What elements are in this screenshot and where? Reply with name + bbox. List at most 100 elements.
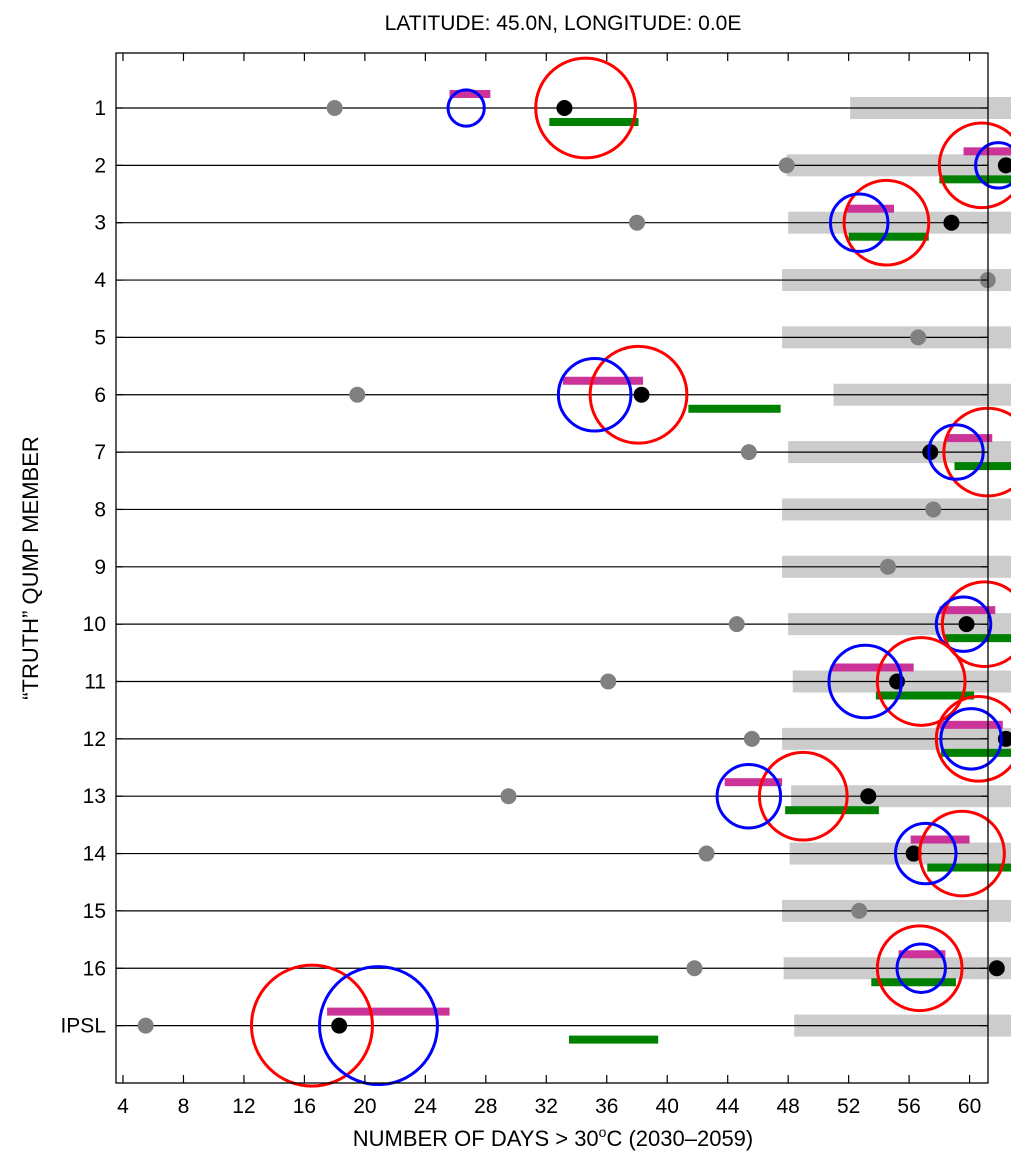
blue-circle bbox=[556, 356, 633, 433]
member-row-6 bbox=[116, 344, 1011, 445]
y-tick-label: 5 bbox=[94, 326, 106, 349]
y-tick-label: 2 bbox=[94, 154, 106, 177]
x-tick-label: 24 bbox=[414, 1095, 438, 1118]
x-axis-label-superscript: o bbox=[599, 1124, 607, 1140]
gray-dot bbox=[728, 616, 745, 633]
x-tick-label: 36 bbox=[595, 1095, 618, 1118]
x-tick-label: 16 bbox=[293, 1095, 316, 1118]
blue-circle bbox=[828, 192, 890, 253]
magenta-bar bbox=[449, 90, 491, 98]
member-row-11 bbox=[116, 636, 1011, 727]
green-bar bbox=[945, 634, 1011, 643]
blue-circle bbox=[827, 643, 904, 720]
black-dot bbox=[997, 157, 1011, 174]
black-dot bbox=[633, 386, 650, 403]
gray-dot bbox=[686, 960, 703, 977]
plot-area bbox=[116, 56, 1011, 1088]
blue-circle bbox=[895, 942, 947, 994]
green-bar bbox=[954, 462, 1011, 471]
blue-circle bbox=[715, 762, 783, 830]
y-tick-label: 10 bbox=[83, 613, 106, 636]
member-row-1 bbox=[116, 56, 1011, 160]
black-dot bbox=[943, 214, 960, 231]
y-tick-label: 9 bbox=[94, 556, 106, 579]
y-tick-label: 1 bbox=[94, 97, 106, 120]
red-circle bbox=[875, 924, 964, 1013]
y-tick-label: 6 bbox=[94, 384, 106, 407]
gray-dot bbox=[740, 444, 757, 461]
x-axis-label: NUMBER OF DAYS > 30oC (2030–2059) bbox=[353, 1124, 754, 1151]
magenta-bar bbox=[939, 606, 996, 615]
y-axis-label: “TRUTH” QUMP MEMBER bbox=[18, 436, 43, 700]
black-dot bbox=[860, 788, 877, 805]
red-circle bbox=[588, 344, 689, 445]
magenta-bar bbox=[832, 663, 914, 672]
y-tick-label: IPSL bbox=[60, 1015, 106, 1038]
green-bar bbox=[688, 404, 781, 413]
green-bar bbox=[785, 806, 879, 815]
member-row-2 bbox=[116, 121, 1011, 210]
red-circle bbox=[934, 695, 1011, 783]
x-tick-label: 48 bbox=[776, 1095, 799, 1118]
x-tick-label: 44 bbox=[716, 1095, 740, 1118]
blue-circle bbox=[934, 595, 993, 653]
red-circle bbox=[842, 178, 931, 267]
green-bar bbox=[568, 1035, 659, 1044]
black-dot bbox=[922, 444, 939, 461]
magenta-bar bbox=[946, 434, 993, 443]
x-tick-label: 32 bbox=[535, 1095, 558, 1118]
green-bar bbox=[927, 863, 1011, 872]
y-tick-label: 13 bbox=[83, 785, 106, 808]
green-bar bbox=[875, 691, 975, 700]
gray-dot bbox=[910, 329, 927, 346]
gray-dot bbox=[500, 788, 517, 805]
red-circle bbox=[918, 809, 1006, 898]
y-tick-label: 14 bbox=[83, 843, 107, 866]
member-row-14 bbox=[116, 809, 1011, 898]
y-tick-label: 12 bbox=[83, 728, 106, 751]
blue-circle bbox=[446, 88, 486, 128]
member-row-16 bbox=[116, 924, 1011, 1013]
x-tick-label: 40 bbox=[656, 1095, 679, 1118]
magenta-bar bbox=[939, 720, 1003, 729]
magenta-bar bbox=[963, 147, 1011, 156]
red-circle bbox=[757, 750, 849, 842]
gray-dot bbox=[851, 902, 868, 919]
green-bar bbox=[939, 175, 1011, 184]
green-bar bbox=[549, 118, 639, 126]
member-row-3 bbox=[116, 178, 1011, 267]
red-circle bbox=[534, 56, 637, 160]
red-circle bbox=[875, 636, 967, 727]
gray-dot bbox=[600, 673, 617, 690]
x-axis: 4812162024283236404448525660646872 bbox=[117, 53, 981, 1118]
x-tick-label: 56 bbox=[897, 1095, 920, 1118]
magenta-bar bbox=[910, 835, 970, 844]
y-tick-label: 15 bbox=[83, 900, 106, 923]
x-tick-label: 4 bbox=[117, 1095, 129, 1118]
gray-dot bbox=[628, 214, 645, 231]
member-row-10 bbox=[116, 580, 1011, 668]
green-bar bbox=[848, 232, 929, 241]
axes-frame bbox=[115, 52, 989, 1084]
red-circle bbox=[937, 121, 1011, 210]
gray-dot bbox=[778, 157, 795, 174]
magenta-bar bbox=[327, 1007, 450, 1016]
x-tick-label: 28 bbox=[474, 1095, 497, 1118]
x-axis-label-prefix: NUMBER OF DAYS > 30 bbox=[353, 1126, 599, 1151]
green-bar bbox=[871, 978, 956, 987]
black-dot bbox=[331, 1017, 348, 1034]
gray-dot bbox=[879, 558, 896, 575]
gray-dot bbox=[137, 1017, 154, 1034]
magenta-bar bbox=[724, 778, 783, 787]
x-tick-label: 12 bbox=[232, 1095, 255, 1118]
gray-dot bbox=[326, 100, 343, 116]
black-dot bbox=[988, 960, 1005, 977]
x-tick-label: 52 bbox=[837, 1095, 860, 1118]
blue-circle bbox=[939, 707, 1003, 771]
red-circle bbox=[940, 580, 1011, 668]
magenta-bar bbox=[562, 376, 644, 385]
blue-circle bbox=[974, 141, 1011, 190]
member-row-7 bbox=[116, 406, 1011, 498]
